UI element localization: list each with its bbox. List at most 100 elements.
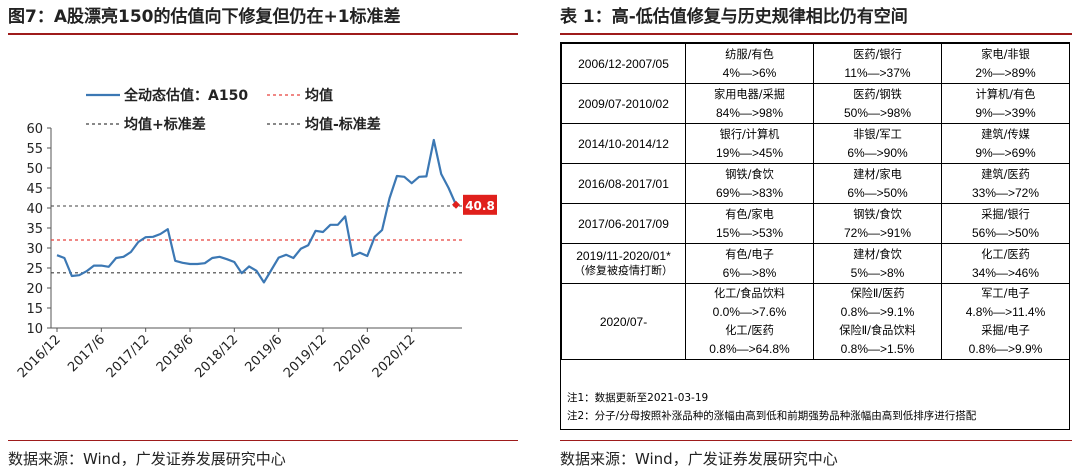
table-notes: 注1：数据更新至2021-03-19 注2：分子/分母按照补涨品种的涨幅由高到低… xyxy=(567,389,976,425)
pair-label: 化工/医药 xyxy=(725,324,774,338)
pair-label: 非银/军工 xyxy=(853,127,902,141)
y-tick-label: 55 xyxy=(26,142,43,157)
repair-table-grid: 2006/12-2007/05 纺服/有色 4%—>6% 医药/银行 11%—>37% 家… xyxy=(561,43,1070,360)
x-tick-label: 2016/12 xyxy=(15,332,64,381)
pair-change: 19%—>45% xyxy=(715,145,784,160)
pair-change: 0.8%—>9.9% xyxy=(968,342,1043,357)
y-tick-label: 20 xyxy=(26,282,43,297)
table-source: 数据来源：Wind，广发证券发展研究中心 xyxy=(560,450,838,468)
pair-cell: 医药/银行 11%—>37% xyxy=(813,43,942,84)
pair-label: 建材/食饮 xyxy=(853,247,902,261)
pair-change: 84%—>98% xyxy=(715,105,784,120)
pair-change: 5%—>8% xyxy=(850,265,905,280)
pair-cell: 采掘/银行 56%—>50% xyxy=(941,203,1070,244)
pair-cell: 建筑/传媒 9%—>69% xyxy=(941,123,1070,164)
pair-cell: 计算机/有色 9%—>39% xyxy=(941,83,1070,124)
pair-label: 建材/家电 xyxy=(853,167,902,181)
x-tick-label: 2018/12 xyxy=(192,332,241,381)
pair-change: 11%—>37% xyxy=(844,65,911,80)
table-row: 2017/06-2017/09 有色/家电 15%—>53% 钢铁/食饮 72%—>91… xyxy=(561,203,1070,244)
pair-label: 纺服/有色 xyxy=(725,47,774,61)
y-tick-label: 50 xyxy=(26,162,43,177)
pair-change: 56%—>50% xyxy=(971,225,1040,240)
pair-cell: 建材/食饮 5%—>8% xyxy=(813,243,942,284)
period-note: （修复被疫情打断） xyxy=(574,264,673,277)
x-tick-label: 2018/6 xyxy=(154,332,197,375)
pair-change: 33%—>72% xyxy=(971,185,1040,200)
table-row: 2009/07-2010/02 家用电器/采掘 84%—>98% 医药/钢铁 50%—>… xyxy=(561,83,1070,124)
pair-cell: 家用电器/采掘 84%—>98% xyxy=(685,83,814,124)
x-tick-label: 2017/6 xyxy=(65,332,108,375)
period-label: 2014/10-2014/12 xyxy=(578,136,669,151)
y-tick-label: 10 xyxy=(26,322,43,337)
period-cell: 2019/11-2020/01* （修复被疫情打断） xyxy=(561,243,686,284)
last-value-marker xyxy=(452,200,460,209)
pair-change: 69%—>83% xyxy=(715,185,784,200)
legend-label-plus-std: 均值+标准差 xyxy=(124,116,206,133)
pair-label: 化工/食品饮料 xyxy=(714,286,785,300)
y-tick-label: 30 xyxy=(26,242,43,257)
pair-label: 采掘/银行 xyxy=(981,207,1030,221)
pair-change: 6%—>8% xyxy=(722,265,777,280)
period-label: 2019/11-2020/01* xyxy=(576,249,671,263)
pair-cell: 化工/医药 34%—>46% xyxy=(941,243,1070,284)
note-1: 注1：数据更新至2021-03-19 xyxy=(567,392,709,404)
pair-change: 72%—>91% xyxy=(843,225,912,240)
pair-label: 保险Ⅱ/医药 xyxy=(850,286,905,300)
pair-change: 0.8%—>9.1% xyxy=(840,304,915,319)
table-row: 2016/08-2017/01 钢铁/食饮 69%—>83% 建材/家电 6%—>50%… xyxy=(561,163,1070,204)
pair-label: 家用电器/采掘 xyxy=(714,87,785,101)
pair-change: 6%—>50% xyxy=(847,185,908,200)
period-cell: 2017/06-2017/09 xyxy=(561,203,686,244)
pair-cell: 保险Ⅱ/食品饮料 0.8%—>1.5% xyxy=(813,321,942,360)
repair-table: 2006/12-2007/05 纺服/有色 4%—>6% 医药/银行 11%—>37% 家… xyxy=(560,42,1070,430)
pair-label: 有色/家电 xyxy=(725,207,774,221)
last-value-box xyxy=(463,194,497,215)
x-tick-label: 2020/6 xyxy=(331,332,374,375)
pair-label: 医药/钢铁 xyxy=(853,87,902,101)
note-2: 注2：分子/分母按照补涨品种的涨幅由高到低和前期强势品种涨幅由高到低排序进行搭配 xyxy=(567,410,977,422)
period-cell: 2014/10-2014/12 xyxy=(561,123,686,164)
pair-cell: 医药/钢铁 50%—>98% xyxy=(813,83,942,124)
table-row: 2019/11-2020/01* （修复被疫情打断） 有色/电子 6%—>8% 建材/食… xyxy=(561,243,1070,284)
table-row: 化工/医药 0.8%—>64.8% 保险Ⅱ/食品饮料 0.8%—>1.5% 采掘/电子 0… xyxy=(562,321,1070,360)
table-row: 2006/12-2007/05 纺服/有色 4%—>6% 医药/银行 11%—>37% 家… xyxy=(561,43,1070,84)
pair-cell: 有色/电子 6%—>8% xyxy=(685,243,814,284)
pair-change: 0.0%—>7.6% xyxy=(712,304,787,319)
period-label: 2009/07-2010/02 xyxy=(578,96,669,111)
pair-change: 34%—>46% xyxy=(971,265,1040,280)
y-tick-label: 45 xyxy=(26,182,43,197)
pair-label: 银行/计算机 xyxy=(719,127,780,141)
pair-cell: 保险Ⅱ/医药 0.8%—>9.1% xyxy=(813,283,942,322)
pair-cell: 银行/计算机 19%—>45% xyxy=(685,123,814,164)
y-tick-label: 25 xyxy=(26,262,43,277)
source-rule xyxy=(8,440,518,441)
pair-change: 2%—>89% xyxy=(975,65,1036,80)
pair-change: 0.8%—>1.5% xyxy=(840,342,915,357)
y-tick-label: 40 xyxy=(26,202,43,217)
pair-cell: 非银/军工 6%—>90% xyxy=(813,123,942,164)
table-title: 表 1：高-低估值修复与历史规律相比仍有空间 xyxy=(560,7,908,27)
chart-source: 数据来源：Wind，广发证券发展研究中心 xyxy=(8,450,286,468)
title-rule xyxy=(8,33,518,35)
y-tick-label: 35 xyxy=(26,222,43,237)
pair-cell: 建筑/医药 33%—>72% xyxy=(941,163,1070,204)
table-row: 2020/07- 化工/食品饮料 0.0%—>7.6% 保险Ⅱ/医药 0.8%—>9.1… xyxy=(561,283,1070,360)
x-tick-label: 2019/6 xyxy=(243,332,286,375)
legend-label-mean: 均值 xyxy=(305,87,333,104)
pair-cell: 建材/家电 6%—>50% xyxy=(813,163,942,204)
pair-label: 钢铁/食饮 xyxy=(853,207,902,221)
valuation-line-chart: 10 15 20 25 30 35 40 45 50 55 60 2016/12 2017/62017/… xyxy=(15,87,497,381)
pair-change: 6%—>90% xyxy=(847,145,908,160)
table-source-rule xyxy=(560,440,1072,441)
pair-label: 建筑/医药 xyxy=(981,167,1030,181)
pair-change: 50%—>98% xyxy=(843,105,912,120)
x-tick-label: 2019/12 xyxy=(281,332,330,381)
y-tick-label: 15 xyxy=(26,302,43,317)
pair-cell: 有色/家电 15%—>53% xyxy=(685,203,814,244)
pair-change: 15%—>53% xyxy=(715,225,784,240)
pair-change: 4%—>6% xyxy=(722,65,777,80)
pair-cell: 军工/电子 4.8%—>11.4% xyxy=(941,283,1070,322)
table-row: 2014/10-2014/12 银行/计算机 19%—>45% 非银/军工 6%—>90… xyxy=(561,123,1070,164)
period-cell: 2016/08-2017/01 xyxy=(561,163,686,204)
